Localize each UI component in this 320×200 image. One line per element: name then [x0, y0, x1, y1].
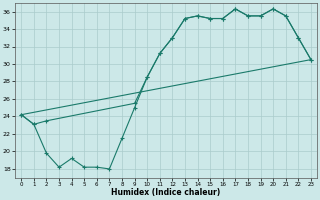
X-axis label: Humidex (Indice chaleur): Humidex (Indice chaleur): [111, 188, 221, 197]
